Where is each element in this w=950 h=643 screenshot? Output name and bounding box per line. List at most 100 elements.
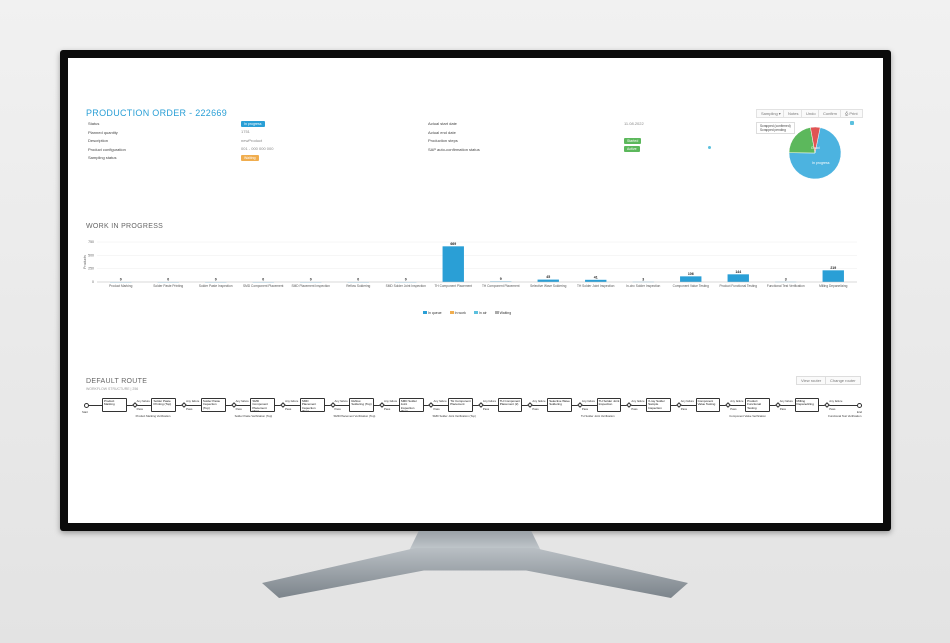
route-step[interactable]: Component Value Testing — [695, 398, 721, 412]
bar-value-label: 45 — [546, 275, 550, 279]
verification-label: Product Marking Verification — [135, 414, 171, 418]
bar[interactable] — [822, 270, 844, 282]
pass-label: Pass — [482, 407, 490, 411]
monitor-frame: PRODUCTION ORDER - 222669 Status In progr… — [60, 50, 891, 531]
legend-in-air[interactable]: In air — [473, 311, 487, 315]
field-value-cell: Active — [624, 146, 640, 152]
any-failure-label: Any failure — [384, 399, 398, 403]
field-value: 001 - 000 000 000 — [241, 146, 274, 151]
pie-label-good: Good — [811, 146, 820, 150]
pass-label: Pass — [532, 407, 539, 411]
pass-label: Pass — [631, 407, 638, 411]
y-tick-label: 500 — [88, 253, 94, 257]
bar-value-label: 144 — [735, 270, 741, 274]
x-tick-label: Component Value Testing — [673, 284, 709, 288]
bar[interactable] — [442, 246, 464, 282]
any-failure-label: Any failure — [631, 399, 645, 403]
bar[interactable] — [537, 279, 559, 282]
field-label: Planned quantity — [88, 129, 118, 135]
pie-legend-item: Scrapped (confirmed) — [760, 124, 791, 128]
verification-label: SMD Placement Verification (Top) — [333, 414, 376, 418]
info-icon[interactable] — [708, 146, 711, 149]
any-failure-label: Any failure — [235, 399, 249, 403]
route-title: DEFAULT ROUTE — [86, 378, 148, 385]
field-value-cell: newProduct — [241, 138, 262, 143]
bar[interactable] — [727, 274, 749, 282]
route-step[interactable]: Solder Paste Printing (Top) — [151, 398, 177, 412]
y-tick-label: 250 — [88, 267, 94, 271]
pass-label: Pass — [829, 407, 836, 411]
pass-label: Pass — [186, 407, 193, 411]
bar[interactable] — [585, 279, 607, 282]
legend-in-queue[interactable]: In queue — [423, 311, 442, 315]
pie-slice[interactable] — [788, 127, 842, 180]
any-failure-label: Any failure — [334, 399, 348, 403]
route-subtitle: WORKFLOW STRUCTURE | 256 — [86, 387, 139, 391]
app-screen: PRODUCTION ORDER - 222669 Status In progr… — [68, 58, 883, 523]
route-step[interactable]: TH Solder Joint Inspection — [596, 398, 622, 412]
pass-label: Pass — [334, 407, 341, 411]
pass-label: Pass — [235, 407, 242, 411]
bar-value-label: 0 — [120, 278, 122, 282]
bar-value-label: 3 — [785, 277, 787, 281]
x-tick-label: Solder Paste Printing — [153, 284, 183, 288]
verification-label: TH Solder Joint Verification — [580, 414, 615, 418]
sampling-dropdown[interactable]: Sampling ▾ — [756, 109, 786, 118]
field-value-cell: 001 - 000 000 000 — [241, 146, 273, 151]
route-step[interactable]: Product Functional Testing — [745, 398, 770, 412]
info-icon[interactable] — [850, 121, 854, 125]
pass-label: Pass — [285, 407, 292, 411]
verification-label: Functional Test Verification — [828, 414, 862, 418]
pass-label: Pass — [779, 407, 786, 411]
route-step[interactable]: Milling Depanelizing — [794, 398, 820, 412]
pie-slice[interactable] — [810, 126, 821, 154]
pie-label-in-progress: In progress — [812, 161, 830, 165]
end-node[interactable] — [857, 402, 862, 408]
any-failure-label: Any failure — [433, 399, 447, 403]
x-tick-label: TH Component Placement — [434, 284, 472, 288]
x-tick-label: Reflow Soldering — [346, 284, 370, 288]
start-label: Start — [82, 410, 88, 414]
view-router-button[interactable]: View router — [796, 376, 827, 385]
route-step[interactable]: SMD Placement Inspection (Top) — [299, 398, 325, 412]
field-label: Actual end date — [428, 129, 456, 135]
route-step[interactable]: TH Component Placement — [448, 398, 473, 412]
status-badge: Started — [624, 137, 642, 144]
route-step[interactable]: Selective Wave Soldering — [547, 398, 572, 412]
x-tick-label: Functional Test Verification — [767, 284, 805, 288]
legend-waiting[interactable]: Waiting — [494, 311, 511, 315]
any-failure-label: Any failure — [285, 399, 299, 403]
any-failure-label: Any failure — [186, 399, 200, 403]
bar[interactable] — [680, 276, 702, 282]
legend-in-work[interactable]: In work — [449, 311, 466, 315]
route-step[interactable]: TH Component Placement (2) — [497, 398, 523, 412]
change-router-button[interactable]: Change router — [825, 376, 861, 385]
start-node[interactable] — [84, 402, 89, 408]
print-label: Print — [849, 111, 858, 116]
verification-label: Component Value Verification — [729, 414, 766, 418]
field-value: newProduct — [241, 137, 263, 143]
print-button[interactable]: ⎙ Print — [840, 109, 863, 118]
field-value: 11.08.2022 — [624, 120, 644, 126]
route-step[interactable]: X-ray Solder Sample Inspection — [646, 398, 671, 412]
y-tick-label: 750 — [88, 240, 94, 244]
route-step[interactable]: SMD Component Placement (Top) — [250, 398, 276, 412]
field-label: Product configuration — [88, 146, 126, 152]
bar-value-label: 0 — [215, 278, 217, 282]
route-step[interactable]: Solder Paste Inspection (Top) — [200, 398, 226, 412]
pie-legend: Scrapped (confirmed) Scrapped pending — [756, 122, 795, 134]
status-pie-chart: Good In progress — [788, 126, 842, 180]
pass-label: Pass — [384, 407, 391, 411]
wip-legend: In queue In work In air Waiting — [423, 311, 511, 315]
pass-label: Pass — [136, 407, 143, 411]
monitor-stand-base — [262, 548, 688, 598]
pass-label: Pass — [581, 407, 589, 411]
pie-slice[interactable] — [788, 127, 816, 154]
any-failure-label: Any failure — [532, 399, 546, 403]
route-step[interactable]: Product Marking — [102, 398, 127, 412]
confirm-button[interactable]: Confirm — [818, 109, 843, 118]
bar-value-label: 0 — [405, 278, 407, 282]
any-failure-label: Any failure — [482, 399, 497, 403]
route-step[interactable]: SMD Solder Joint Inspection (Top) — [398, 398, 424, 412]
route-step[interactable]: Reflow Soldering (Top) — [349, 398, 375, 412]
